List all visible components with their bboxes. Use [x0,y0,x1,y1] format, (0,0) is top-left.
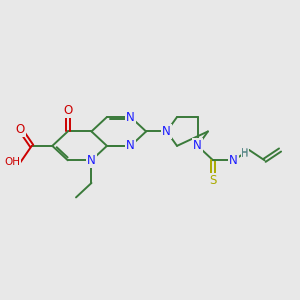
Text: OH: OH [4,158,20,167]
Text: H: H [241,149,249,159]
Text: N: N [126,140,135,152]
Text: H: H [241,148,249,158]
Text: N: N [193,140,202,152]
Text: N: N [126,110,135,124]
Text: O: O [16,123,25,136]
Text: N: N [229,154,238,167]
Text: N: N [87,154,96,167]
Text: O: O [63,104,72,117]
Text: N: N [162,125,171,138]
Text: S: S [209,174,217,188]
